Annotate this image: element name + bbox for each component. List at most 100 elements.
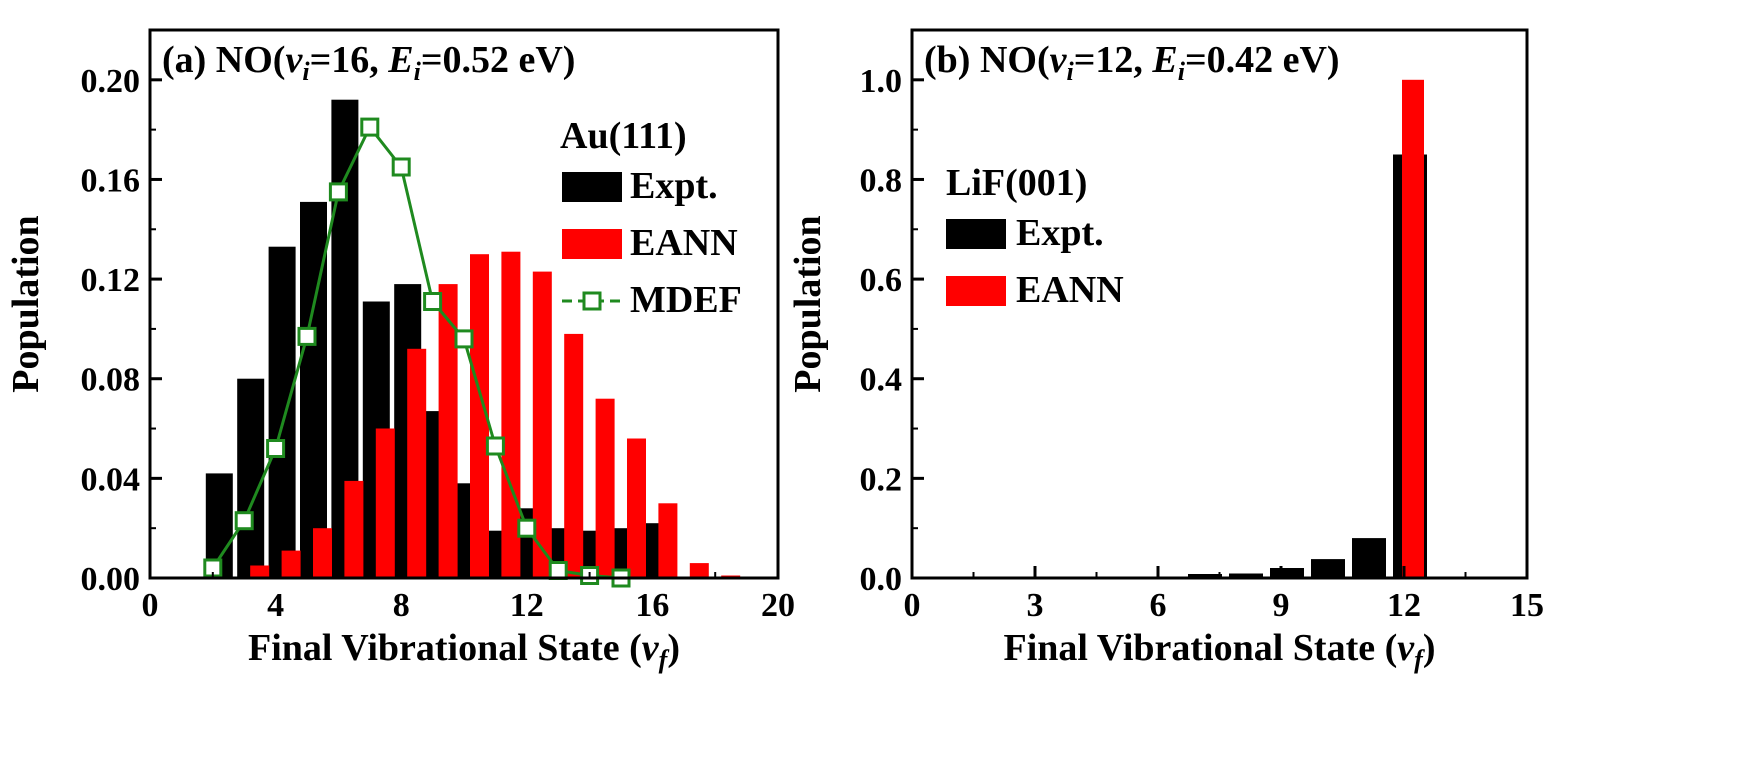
- panel-a-mdef-marker-12: [517, 518, 537, 538]
- panel-a-legend-label-eann: EANN: [630, 222, 738, 264]
- panel-b-x-tick-label-3: 3: [1027, 587, 1044, 624]
- panel-b-x-axis: 0 3 6 9 12 15: [904, 566, 1544, 624]
- panel-b-title-prefix: (b) NO(: [924, 39, 1050, 81]
- panel-b-title: (b) NO(vi=12, Ei=0.42 eV): [924, 39, 1340, 86]
- panel-a-mdef-marker-7: [360, 117, 380, 137]
- panel-a-bar-eann-9: [438, 284, 458, 578]
- panel-b-legend-swatch-expt: [946, 219, 1006, 249]
- panel-b-chart: 0 3 6 9 12 15 0.0 0.2 0.4 0.6 0.8 1.0 Population Fina…: [787, 28, 1544, 674]
- panel-a-x-axis-title-text: Final Vibrational State (: [248, 627, 642, 669]
- panel-a-bar-eann-13: [564, 333, 584, 578]
- panel-a-bar-eann-12: [532, 271, 552, 578]
- panel-a-y-tick-label-4: 0.16: [81, 162, 141, 199]
- panel-b-series-eann-bars: [1402, 79, 1424, 579]
- panel-a-bar-eann-15: [627, 438, 646, 578]
- panel-a-legend-marker-mdef: [582, 291, 602, 311]
- panel-a-bar-eann-14: [595, 398, 615, 578]
- panel-a-title-e-sub: i: [414, 57, 422, 86]
- panel-a-mdef-marker-5: [297, 326, 317, 346]
- panel-b-title-e-value: =0.42 eV): [1185, 39, 1340, 81]
- panel-a-series-eann-bars: [250, 251, 741, 578]
- panel-a-y-tick-label-1: 0.04: [81, 461, 141, 498]
- panel-b-x-tick-label-9: 9: [1273, 587, 1290, 624]
- panel-b-x-axis-title-var: v: [1397, 627, 1415, 669]
- panel-a-legend-swatch-eann: [562, 229, 622, 259]
- panel-b-x-tick-label-6: 6: [1150, 587, 1167, 624]
- panel-b-y-tick-label-2: 0.4: [860, 362, 903, 399]
- panel-a-bar-eann-8: [407, 348, 427, 578]
- panel-b-y-tick-label-4: 0.8: [860, 162, 903, 199]
- panel-a-mdef-marker-8: [391, 157, 411, 177]
- panel-a-title-e: E: [387, 39, 413, 81]
- panel-a-x-axis-title-close: ): [667, 627, 680, 669]
- panel-a-y-tick-label-3: 0.12: [81, 262, 141, 299]
- panel-a-legend: Au(111) Expt. EANN MDEF: [560, 115, 742, 321]
- panel-b-legend: LiF(001) Expt. EANN: [946, 162, 1124, 311]
- panel-b-x-axis-title-sub: f: [1414, 645, 1425, 674]
- panel-a-legend-label-expt: Expt.: [630, 165, 718, 207]
- panel-a-legend-swatch-expt: [562, 172, 622, 202]
- panel-a-x-tick-label-20: 20: [761, 587, 795, 624]
- panel-a-x-axis-title-sub: f: [659, 645, 670, 674]
- panel-b-legend-label-expt: Expt.: [1016, 212, 1104, 254]
- panel-a-mdef-marker-9: [423, 292, 443, 311]
- panel-a-x-axis: 0 4 8 12 16 20: [142, 566, 795, 624]
- panel-b-y-axis: 0.0 0.2 0.4 0.6 0.8 1.0: [860, 63, 924, 598]
- panel-a-mdef-marker-3: [234, 511, 254, 531]
- panel-b-legend-title: LiF(001): [946, 162, 1087, 204]
- panel-b-y-axis-title: Population: [787, 215, 829, 392]
- panel-a-bar-eann-4: [281, 550, 301, 578]
- panel-b-y-tick-label-5: 1.0: [860, 63, 903, 100]
- panel-a-bar-eann-7: [375, 428, 395, 578]
- panel-a-bar-eann-6: [344, 480, 364, 578]
- panel-b-x-axis-title: Final Vibrational State (vf): [1004, 627, 1436, 674]
- panel-b-bar-expt-9: [1270, 568, 1304, 578]
- panel-b-x-tick-label-0: 0: [904, 587, 921, 624]
- panel-a-bar-expt-3: [237, 378, 265, 578]
- panel-b-bar-expt-10: [1311, 559, 1345, 578]
- panel-a-mdef-marker-10: [454, 329, 474, 349]
- panel-a-x-axis-title-var: v: [642, 627, 660, 669]
- panel-a-y-tick-label-2: 0.08: [81, 362, 141, 399]
- panel-a-y-tick-label-5: 0.20: [81, 63, 141, 100]
- panel-a-mdef-marker-6: [328, 182, 348, 202]
- panel-a-y-tick-label-0: 0.00: [81, 561, 141, 598]
- panel-a-bar-eann-16: [658, 503, 678, 578]
- panel-b-title-v-sub: i: [1066, 57, 1074, 86]
- panel-a-x-tick-label-16: 16: [635, 587, 669, 624]
- panel-a-y-axis-title: Population: [5, 215, 47, 392]
- panel-b-bar-expt-8: [1229, 573, 1263, 578]
- panel-a-legend-title: Au(111): [560, 115, 687, 157]
- panel-a-x-tick-label-0: 0: [142, 587, 159, 624]
- panel-a-x-tick-label-4: 4: [267, 587, 284, 624]
- panel-b-y-tick-label-3: 0.6: [860, 262, 903, 299]
- panel-a-title-prefix: (a) NO(: [162, 39, 285, 81]
- panel-a-series-mdef: [203, 117, 631, 588]
- panel-a-title-e-value: =0.52 eV): [421, 39, 576, 81]
- panel-b-y-tick-label-0: 0.0: [860, 561, 903, 598]
- panel-b-bar-expt-7: [1188, 574, 1222, 578]
- panel-a-mdef-marker-4: [266, 439, 286, 458]
- panel-b-x-tick-label-15: 15: [1510, 587, 1544, 624]
- panel-a-x-axis-title: Final Vibrational State (vf): [248, 627, 680, 674]
- panel-b-title-v-value: =12,: [1074, 39, 1153, 81]
- panel-b-bar-eann-12: [1402, 79, 1424, 579]
- panel-b-legend-label-eann: EANN: [1016, 269, 1124, 311]
- panel-a-title: (a) NO(vi=16, Ei=0.52 eV): [162, 39, 575, 86]
- panel-b-x-axis-title-close: ): [1423, 627, 1436, 669]
- panel-b-legend-swatch-eann: [946, 276, 1006, 306]
- panel-a-title-v-value: =16,: [310, 39, 389, 81]
- panel-b-x-axis-title-text: Final Vibrational State (: [1004, 627, 1398, 669]
- panel-a-bar-eann-3: [250, 565, 270, 578]
- panel-b-title-e-sub: i: [1178, 57, 1186, 86]
- panel-b-title-e: E: [1151, 39, 1177, 81]
- panel-a-mdef-marker-13: [548, 561, 568, 580]
- panel-b-title-v: v: [1050, 39, 1068, 81]
- panel-a-legend-label-mdef: MDEF: [630, 279, 742, 321]
- panel-a-title-v-sub: i: [302, 57, 310, 86]
- panel-a-mdef-marker-11: [485, 436, 505, 456]
- panel-b-x-tick-label-12: 12: [1387, 587, 1421, 624]
- panel-a-bar-eann-10: [470, 254, 489, 578]
- panel-a-chart: 0 4 8 12 16 20 0.00 0.04 0.08 0.12 0.16 0.20 Populat…: [5, 28, 795, 674]
